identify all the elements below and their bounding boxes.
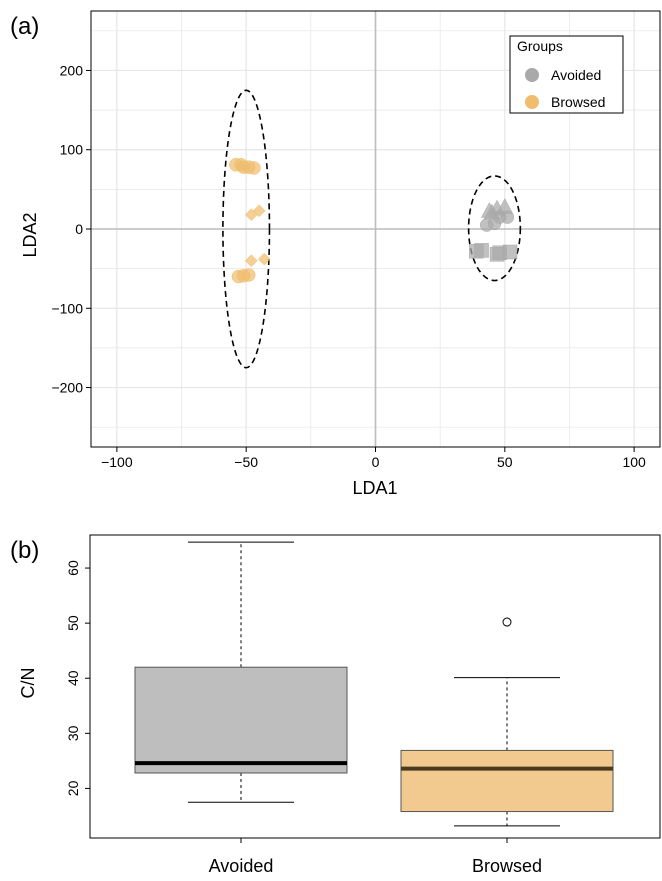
cn-tick-label: 20 (65, 780, 81, 796)
panel-a-points (229, 158, 518, 284)
box-avoided (134, 666, 348, 774)
point-browsed-circle (247, 161, 261, 175)
x-tick-label: −100 (101, 454, 133, 470)
panel-a-label: (a) (10, 13, 39, 40)
panel-a-ellipses (222, 89, 522, 369)
panel-a-zero-lines (91, 11, 660, 447)
panel-b-boxes (134, 541, 614, 827)
point-browsed-circle (242, 268, 256, 282)
point-avoided-triangle (483, 203, 501, 220)
legend-swatch-browsed (525, 95, 539, 109)
panel-a-lda-scatter: (a) −100 −50 0 50 100 −200 −100 0 100 200 LDA1 L… (10, 10, 661, 498)
point-browsed-diamond (245, 254, 258, 268)
category-label-avoided: Avoided (209, 856, 274, 876)
point-browsed-diamond (252, 204, 266, 218)
x-tick-label: −50 (234, 454, 258, 470)
y-tick-label: 200 (60, 62, 84, 78)
panel-b-category-labels: Avoided Browsed (209, 838, 542, 876)
confidence-ellipse-avoided (467, 175, 522, 282)
x-axis-title: LDA1 (352, 478, 397, 498)
point-avoided-square (502, 244, 518, 260)
legend-title: Groups (517, 38, 563, 54)
panel-a-y-ticks: −200 −100 0 100 200 (51, 62, 91, 396)
y-tick-label: 100 (60, 142, 84, 158)
point-browsed-diamond (257, 252, 271, 266)
y-tick-label: −100 (51, 300, 83, 316)
x-tick-label: 0 (372, 454, 380, 470)
box-browsed (400, 749, 614, 813)
x-tick-label: 100 (622, 454, 646, 470)
point-avoided-triangle (496, 198, 514, 214)
panel-b-cn-boxplot: (b) 20 30 40 50 60 Avoided Browsed C/N (10, 534, 661, 876)
legend: Groups Avoided Browsed (509, 35, 624, 114)
legend-label-avoided: Avoided (551, 67, 601, 83)
outlier-browsed (502, 617, 512, 627)
panel-b-label: (b) (10, 537, 39, 564)
cn-tick-label: 40 (65, 670, 81, 686)
panel-a-x-ticks: −100 −50 0 50 100 (101, 447, 646, 470)
x-tick-label: 50 (497, 454, 513, 470)
y-axis-title-cn: C/N (18, 668, 38, 699)
legend-swatch-avoided (525, 68, 539, 82)
confidence-ellipse-browsed (222, 89, 271, 369)
cn-tick-label: 30 (65, 725, 81, 741)
point-avoided-square (474, 243, 489, 258)
panel-b-y-ticks: 20 30 40 50 60 (65, 560, 90, 796)
cn-tick-label: 60 (65, 560, 81, 576)
category-label-browsed: Browsed (472, 856, 542, 876)
y-axis-title: LDA2 (20, 212, 40, 257)
panel-b-plot-frame (89, 534, 661, 839)
y-tick-label: 0 (75, 221, 83, 237)
cn-tick-label: 50 (65, 615, 81, 631)
legend-label-browsed: Browsed (551, 94, 605, 110)
y-tick-label: −200 (51, 380, 83, 396)
